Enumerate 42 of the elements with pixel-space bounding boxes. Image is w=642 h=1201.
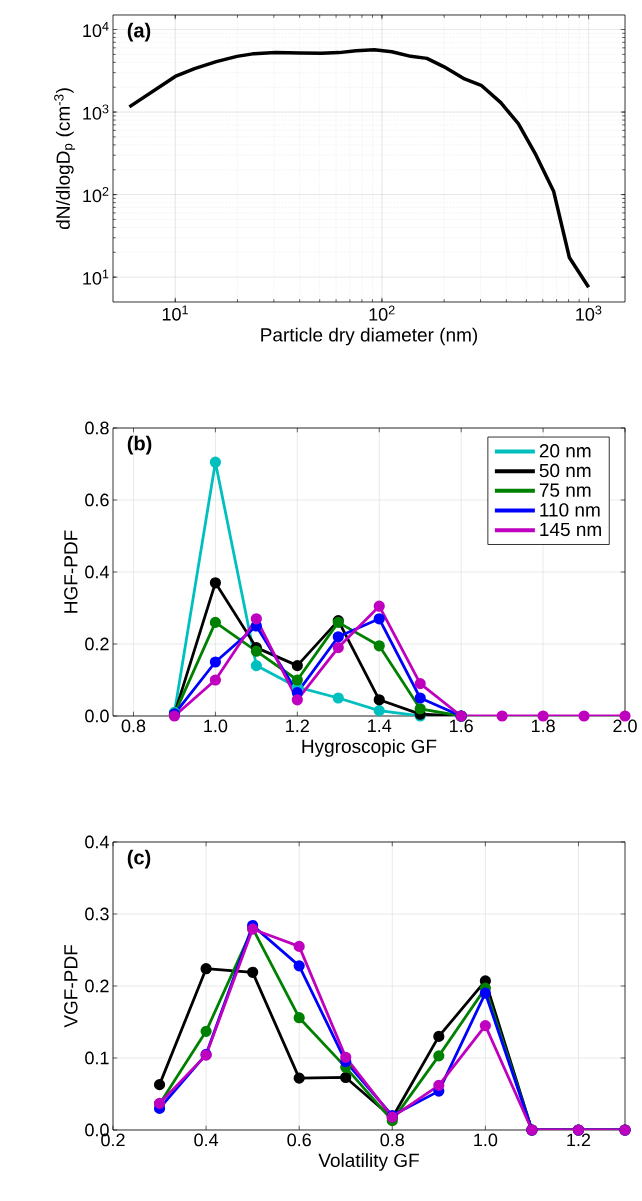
x-tick-label: 0.6 xyxy=(287,1133,311,1147)
annotation: (b) xyxy=(127,435,152,455)
x-tick-label: 1.6 xyxy=(450,719,473,733)
x-tick-label: 0.4 xyxy=(194,1133,219,1147)
y-tick-label: 0.2 xyxy=(85,637,109,651)
x-axis-title: Hygroscopic GF xyxy=(302,739,437,757)
legend-label: 75 nm xyxy=(539,483,591,497)
x-tick-label: 1.2 xyxy=(286,719,309,733)
x-tick-label: 10$^{1}$ xyxy=(162,305,188,321)
y-tick-label: 10$^{3}$ xyxy=(83,104,109,120)
x-tick-label: 1.0 xyxy=(204,719,228,733)
x-tick-label: 10$^{2}$ xyxy=(369,305,395,321)
y-axis-title: HGF-PDF xyxy=(64,530,78,613)
x-tick-label: 1.0 xyxy=(474,1133,498,1147)
y-axis-title: dN/dlogD$_{p}$ (cm$^{-3}$) xyxy=(54,88,76,230)
x-tick-label: 0.8 xyxy=(121,719,146,733)
x-tick-label: 1.8 xyxy=(531,719,555,733)
legend-label: 145 nm xyxy=(540,522,601,537)
y-tick-label: 0.0 xyxy=(85,709,109,723)
y-tick-label: 0.2 xyxy=(85,979,109,993)
x-tick-label: 0.8 xyxy=(380,1133,405,1147)
y-tick-label: 0.4 xyxy=(85,835,109,849)
legend-label: 20 nm xyxy=(539,444,591,458)
annotation: (c) xyxy=(127,849,151,869)
x-tick-label: 1.4 xyxy=(368,719,392,732)
y-tick-label: 0.6 xyxy=(85,493,109,507)
y-tick-label: 0.3 xyxy=(85,907,109,921)
legend-label: 110 nm xyxy=(540,503,600,517)
y-axis-title: VGF-PDF xyxy=(64,945,78,1028)
x-tick-label: 1.2 xyxy=(567,1133,591,1147)
y-tick-label: 10$^{1}$ xyxy=(83,269,109,285)
y-tick-label: 0.8 xyxy=(85,421,109,435)
x-tick-label: 10$^{3}$ xyxy=(576,305,602,321)
y-tick-label: 10$^{2}$ xyxy=(83,186,109,203)
annotation: (a) xyxy=(127,22,151,42)
x-axis-title: Particle dry diameter (nm) xyxy=(261,327,478,346)
y-tick-label: 10$^{4}$ xyxy=(83,21,109,38)
x-tick-label: 2.0 xyxy=(613,719,637,733)
y-tick-label: 0.1 xyxy=(85,1051,109,1065)
x-axis-title: Volatility GF xyxy=(318,1153,419,1171)
y-tick-label: 0.4 xyxy=(85,565,109,579)
legend-label: 50 nm xyxy=(539,463,591,478)
